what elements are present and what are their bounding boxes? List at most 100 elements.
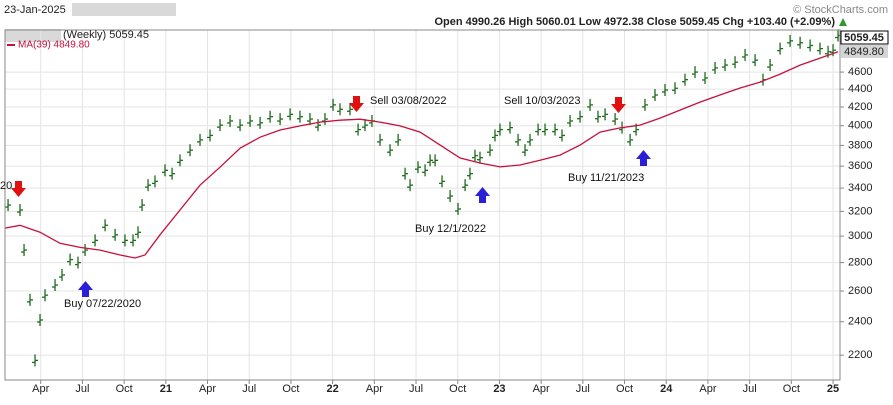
y-tick-label: 4200 xyxy=(848,101,872,113)
price-bar xyxy=(145,179,152,192)
price-bar xyxy=(466,167,473,180)
price-bar xyxy=(207,129,214,142)
y-tick-label: 3600 xyxy=(848,160,872,172)
x-tick-label: Jul xyxy=(743,383,757,395)
price-bar xyxy=(402,167,409,180)
price-bar xyxy=(67,253,74,266)
price-bar xyxy=(567,114,574,127)
price-bar xyxy=(552,123,559,136)
price-bar xyxy=(427,154,434,167)
y-tick-label: 2800 xyxy=(848,256,872,268)
price-bar xyxy=(21,244,28,257)
buy-arrow xyxy=(78,281,93,297)
price-bar xyxy=(752,54,759,67)
price-bar xyxy=(330,98,337,111)
price-label: 5059.45 xyxy=(844,32,884,44)
price-bar xyxy=(5,199,12,212)
price-bar xyxy=(432,154,439,167)
legend-price: (Weekly) 5059.45 xyxy=(63,29,149,41)
price-bar xyxy=(161,164,168,177)
marks xyxy=(4,29,842,367)
price-bar xyxy=(661,84,668,97)
y-tick-label: 2200 xyxy=(848,349,872,361)
sell-arrow xyxy=(11,181,26,197)
quote: Open 4990.26 High 5060.01 Low 4972.38 Cl… xyxy=(434,16,835,28)
price-bar xyxy=(527,133,534,146)
price-bar xyxy=(197,133,204,146)
price-bar xyxy=(682,73,689,86)
sell-arrow xyxy=(349,96,364,112)
price-bar xyxy=(237,119,244,132)
price-bar xyxy=(522,144,529,157)
price-bar xyxy=(139,199,146,212)
sell-arrow xyxy=(611,97,626,113)
price-bar xyxy=(387,144,394,157)
price-bar xyxy=(807,39,814,52)
price-bar xyxy=(130,234,137,247)
price-bar xyxy=(187,144,194,157)
x-tick-label: 24 xyxy=(660,383,673,395)
ma-label: 4849.80 xyxy=(844,46,884,58)
x-tick-label: Oct xyxy=(616,383,633,395)
buy-arrow xyxy=(636,150,651,166)
y-tick-label: 3200 xyxy=(848,205,872,217)
x-tick-label: 22 xyxy=(327,383,339,395)
y-tick-label: 3800 xyxy=(848,139,872,151)
price-bar xyxy=(712,61,719,74)
x-tick-label: Apr xyxy=(699,383,716,395)
x-tick-label: Jul xyxy=(576,383,590,395)
price-bar xyxy=(515,133,522,146)
price-bar xyxy=(355,123,362,136)
price-bar xyxy=(92,234,99,247)
price-label-box xyxy=(840,30,889,45)
price-bar xyxy=(52,279,59,292)
price-bar xyxy=(27,293,34,306)
up-triangle xyxy=(839,18,847,26)
price-bar xyxy=(277,113,284,126)
price-bar xyxy=(135,226,142,239)
price-bar xyxy=(651,89,658,102)
x-tick-label: Apr xyxy=(366,383,383,395)
grid xyxy=(5,30,840,380)
price-bar xyxy=(692,66,699,79)
price-bar xyxy=(169,167,176,180)
hidden-symbol-box xyxy=(72,3,176,16)
price-bar xyxy=(37,313,44,326)
y-tick-label: 4600 xyxy=(848,66,872,78)
x-tick-label: Jul xyxy=(409,383,423,395)
x-tick-label: Oct xyxy=(449,383,466,395)
price-bar xyxy=(422,164,429,177)
price-bar xyxy=(74,256,81,269)
ma-label-box xyxy=(841,45,888,58)
price-bar xyxy=(476,151,483,164)
price-bar xyxy=(257,116,264,129)
price-bar xyxy=(641,98,648,111)
x-tick-label: Oct xyxy=(783,383,800,395)
price-bar xyxy=(177,154,184,167)
hidden-name-box xyxy=(5,29,61,42)
price-bar xyxy=(112,228,119,241)
price-bar xyxy=(816,42,823,55)
price-bar xyxy=(32,354,39,367)
price-bar xyxy=(407,179,414,192)
y-tick-label: 3000 xyxy=(848,230,872,242)
price-bar xyxy=(247,114,254,127)
price-bar xyxy=(315,119,322,132)
annotation: Buy 11/21/2023 xyxy=(568,172,644,184)
x-tick-label: 25 xyxy=(827,383,839,395)
legend-ma: MA(39) 4849.80 xyxy=(18,40,90,51)
price-bar xyxy=(594,110,601,123)
price-bar xyxy=(732,56,739,69)
ma-line xyxy=(4,51,839,259)
price-bar xyxy=(767,59,774,72)
price-bar xyxy=(217,119,224,132)
price-bar xyxy=(742,48,749,61)
annotation: 20 xyxy=(0,180,12,192)
x-tick-label: Jul xyxy=(75,383,89,395)
x-tick-label: Apr xyxy=(533,383,550,395)
price-bar xyxy=(471,149,478,162)
x-tick-label: Oct xyxy=(282,383,299,395)
price-bar xyxy=(797,36,804,49)
